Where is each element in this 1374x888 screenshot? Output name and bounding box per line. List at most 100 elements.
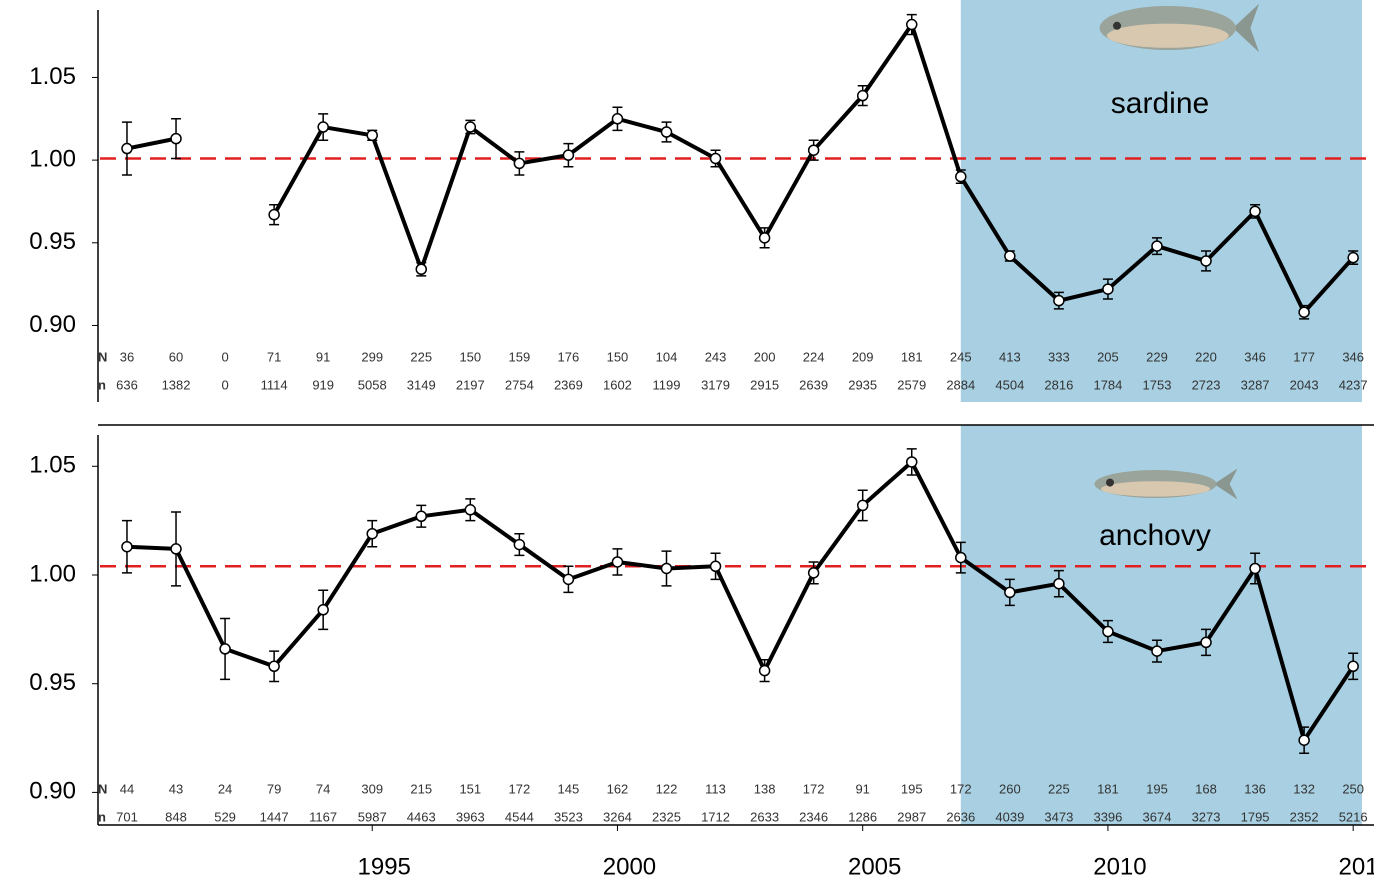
row-value: 2639 bbox=[799, 377, 828, 392]
row-value: 71 bbox=[267, 349, 281, 364]
row-value: 333 bbox=[1048, 349, 1070, 364]
row-value: 2369 bbox=[554, 377, 583, 392]
y-tick-label: 0.90 bbox=[29, 311, 76, 338]
row-value: 1602 bbox=[603, 377, 632, 392]
fish-eye bbox=[1113, 22, 1121, 30]
x-tick-label: 2000 bbox=[603, 853, 656, 880]
y-tick-label: 1.00 bbox=[29, 145, 76, 172]
row-value: 1784 bbox=[1093, 377, 1122, 392]
row-value: 168 bbox=[1195, 781, 1217, 796]
row-value: 2754 bbox=[505, 377, 534, 392]
row-value: 209 bbox=[852, 349, 874, 364]
row-value: 177 bbox=[1293, 349, 1315, 364]
row-value: 91 bbox=[316, 349, 330, 364]
row-value: 145 bbox=[558, 781, 580, 796]
row-value: 2987 bbox=[897, 809, 926, 824]
data-point bbox=[465, 505, 475, 515]
row-value: 24 bbox=[218, 781, 232, 796]
row-value: 243 bbox=[705, 349, 727, 364]
row-value: 44 bbox=[120, 781, 134, 796]
row-value: 1447 bbox=[260, 809, 289, 824]
row-value: 245 bbox=[950, 349, 972, 364]
data-point bbox=[662, 127, 672, 137]
row-value: 224 bbox=[803, 349, 825, 364]
row-value: 2636 bbox=[946, 809, 975, 824]
y-tick-label: 0.95 bbox=[29, 228, 76, 255]
row-value: 138 bbox=[754, 781, 776, 796]
data-point bbox=[907, 457, 917, 467]
row-value: 2352 bbox=[1290, 809, 1319, 824]
data-point bbox=[809, 568, 819, 578]
data-point bbox=[563, 150, 573, 160]
data-point bbox=[1299, 307, 1309, 317]
row-value: 848 bbox=[165, 809, 187, 824]
data-point bbox=[171, 134, 181, 144]
row-value: 229 bbox=[1146, 349, 1168, 364]
row-value: 0 bbox=[221, 349, 228, 364]
y-tick-label: 1.05 bbox=[29, 63, 76, 90]
row-value: 104 bbox=[656, 349, 678, 364]
row-value: 2935 bbox=[848, 377, 877, 392]
row-value: 122 bbox=[656, 781, 678, 796]
row-value: 3963 bbox=[456, 809, 485, 824]
data-point bbox=[367, 130, 377, 140]
row-value: 1382 bbox=[162, 377, 191, 392]
row-value: 3523 bbox=[554, 809, 583, 824]
x-tick-label: 2005 bbox=[848, 853, 901, 880]
row-label: n bbox=[98, 809, 106, 824]
row-value: 4504 bbox=[995, 377, 1024, 392]
data-point bbox=[122, 144, 132, 154]
row-value: 150 bbox=[459, 349, 481, 364]
data-point bbox=[858, 500, 868, 510]
data-point bbox=[809, 145, 819, 155]
row-value: 225 bbox=[1048, 781, 1070, 796]
row-value: 60 bbox=[169, 349, 183, 364]
data-point bbox=[269, 661, 279, 671]
y-tick-label: 0.95 bbox=[29, 669, 76, 696]
row-value: 1114 bbox=[261, 377, 288, 392]
row-value: 176 bbox=[558, 349, 580, 364]
row-value: 172 bbox=[803, 781, 825, 796]
data-point bbox=[1250, 563, 1260, 573]
data-point bbox=[269, 210, 279, 220]
row-value: 1753 bbox=[1143, 377, 1172, 392]
row-value: 91 bbox=[855, 781, 869, 796]
y-tick-label: 0.90 bbox=[29, 778, 76, 805]
row-value: 636 bbox=[116, 377, 138, 392]
row-value: 2325 bbox=[652, 809, 681, 824]
data-point bbox=[220, 644, 230, 654]
row-value: 151 bbox=[459, 781, 481, 796]
row-value: 4039 bbox=[995, 809, 1024, 824]
annotation: anchovy bbox=[1099, 519, 1211, 552]
data-point bbox=[122, 542, 132, 552]
data-point bbox=[612, 114, 622, 124]
row-value: 195 bbox=[1146, 781, 1168, 796]
row-value: 113 bbox=[705, 781, 726, 796]
row-value: 181 bbox=[901, 349, 923, 364]
y-tick-label: 1.05 bbox=[29, 452, 76, 479]
data-point bbox=[1103, 627, 1113, 637]
data-point bbox=[1005, 587, 1015, 597]
data-point bbox=[1152, 646, 1162, 656]
row-value: 4544 bbox=[505, 809, 534, 824]
row-value: 195 bbox=[901, 781, 923, 796]
data-point bbox=[1054, 579, 1064, 589]
x-tick-label: 2010 bbox=[1093, 853, 1146, 880]
row-value: 172 bbox=[950, 781, 972, 796]
row-value: 1795 bbox=[1241, 809, 1270, 824]
data-point bbox=[416, 511, 426, 521]
data-point bbox=[1348, 661, 1358, 671]
row-value: 1199 bbox=[653, 377, 681, 392]
x-tick-label: 2015 bbox=[1338, 853, 1374, 880]
data-point bbox=[465, 122, 475, 132]
data-point bbox=[662, 563, 672, 573]
data-point bbox=[1250, 206, 1260, 216]
data-point bbox=[711, 561, 721, 571]
row-value: 5987 bbox=[358, 809, 387, 824]
row-value: 413 bbox=[999, 349, 1021, 364]
annotation: sardine bbox=[1111, 87, 1209, 120]
data-point bbox=[171, 544, 181, 554]
row-value: 3396 bbox=[1093, 809, 1122, 824]
row-value: 701 bbox=[116, 809, 138, 824]
row-value: 250 bbox=[1342, 781, 1364, 796]
